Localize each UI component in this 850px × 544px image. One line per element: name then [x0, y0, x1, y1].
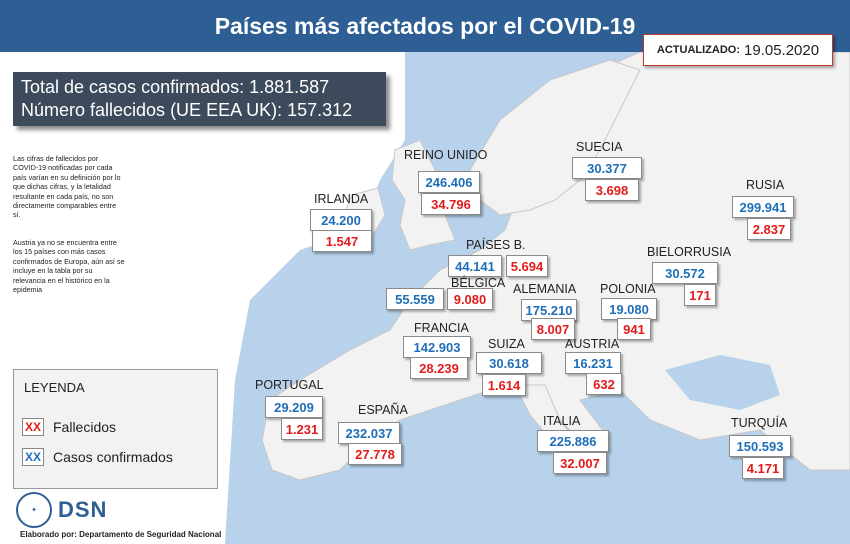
deaths-rusia: 2.837	[747, 218, 791, 240]
dsn-seal-icon: ✦	[16, 492, 52, 528]
deaths-suiza: 1.614	[482, 374, 526, 396]
country-name-alemania: ALEMANIA	[513, 282, 577, 296]
legend-deaths: XX Fallecidos	[22, 418, 116, 436]
updated-label: ACTUALIZADO:	[656, 44, 741, 56]
deaths-austria: 632	[586, 373, 622, 395]
confirmed-paises-bajos: 44.141	[448, 255, 502, 277]
legend-deaths-label: Fallecidos	[53, 419, 117, 435]
legend-title: LEYENDA	[24, 380, 85, 395]
deaths-belgica: 9.080	[447, 288, 493, 310]
legend: LEYENDA XX Fallecidos XX Casos confirmad…	[13, 369, 218, 489]
dsn-logo-text: DSN	[58, 497, 108, 522]
confirmed-suecia: 30.377	[572, 157, 642, 179]
confirmed-francia: 142.903	[403, 336, 471, 358]
country-name-espana: ESPAÑA	[358, 403, 408, 417]
confirmed-austria: 16.231	[565, 352, 621, 374]
total-deaths: Número fallecidos (UE EEA UK): 157.312	[21, 100, 353, 120]
country-name-francia: FRANCIA	[414, 321, 469, 335]
deaths-alemania: 8.007	[531, 318, 575, 340]
country-name-paises-bajos: PAÍSES B.	[466, 238, 526, 252]
page-title: Países más afectados por el COVID-19	[0, 0, 850, 52]
note-deaths-definition: Las cifras de fallecidos por COVID-19 no…	[13, 154, 121, 220]
legend-deaths-swatch: XX	[22, 418, 44, 436]
note-austria: Austria ya no se encuentra entre los 15 …	[13, 238, 125, 295]
legend-cases-label: Casos confirmados	[53, 449, 173, 465]
country-name-portugal: PORTUGAL	[255, 378, 324, 392]
confirmed-portugal: 29.209	[265, 396, 323, 418]
scandinavia-land	[469, 59, 641, 216]
legend-cases: XX Casos confirmados	[22, 448, 173, 466]
confirmed-turquia: 150.593	[729, 435, 791, 457]
country-name-polonia: POLONIA	[600, 282, 656, 296]
deaths-polonia: 941	[617, 318, 651, 340]
credit: Elaborado por: Departamento de Seguridad…	[20, 530, 222, 539]
deaths-francia: 28.239	[410, 357, 468, 379]
country-name-turquia: TURQUÍA	[731, 416, 788, 430]
country-name-irlanda: IRLANDA	[314, 192, 369, 206]
deaths-irlanda: 1.547	[312, 230, 372, 252]
total-confirmed: Total de casos confirmados: 1.881.587	[21, 77, 330, 97]
confirmed-belgica: 55.559	[386, 288, 444, 310]
country-name-suiza: SUIZA	[488, 337, 525, 351]
deaths-reino-unido: 34.796	[421, 193, 481, 215]
confirmed-suiza: 30.618	[476, 352, 542, 374]
updated-date: 19.05.2020	[744, 41, 820, 59]
confirmed-alemania: 175.210	[521, 299, 577, 321]
deaths-portugal: 1.231	[281, 418, 323, 440]
confirmed-polonia: 19.080	[601, 298, 657, 320]
country-name-austria: AUSTRIA	[565, 337, 620, 351]
deaths-italia: 32.007	[553, 452, 607, 474]
dsn-logo: ✦ DSN	[16, 492, 107, 528]
country-name-reino-unido: REINO UNIDO	[404, 148, 488, 162]
legend-cases-swatch: XX	[22, 448, 44, 466]
deaths-suecia: 3.698	[585, 179, 639, 201]
confirmed-bielorrusia: 30.572	[652, 262, 718, 284]
deaths-turquia: 4.171	[742, 457, 784, 479]
confirmed-reino-unido: 246.406	[418, 171, 480, 193]
updated-badge: ACTUALIZADO: 19.05.2020	[643, 34, 833, 66]
country-name-bielorrusia: BIELORRUSIA	[647, 245, 732, 259]
deaths-paises-bajos: 5.694	[506, 255, 548, 277]
deaths-bielorrusia: 171	[684, 284, 716, 306]
country-name-italia: ITALIA	[543, 414, 581, 428]
country-name-suecia: SUECIA	[576, 140, 623, 154]
confirmed-italia: 225.886	[537, 430, 609, 452]
country-name-belgica: BÉLGICA	[451, 276, 506, 290]
country-name-rusia: RUSIA	[746, 178, 785, 192]
deaths-espana: 27.778	[348, 443, 402, 465]
confirmed-rusia: 299.941	[732, 196, 794, 218]
totals-panel: Total de casos confirmados: 1.881.587 Nú…	[13, 72, 386, 126]
confirmed-espana: 232.037	[338, 422, 400, 444]
black-sea	[665, 355, 780, 410]
confirmed-irlanda: 24.200	[310, 209, 372, 231]
